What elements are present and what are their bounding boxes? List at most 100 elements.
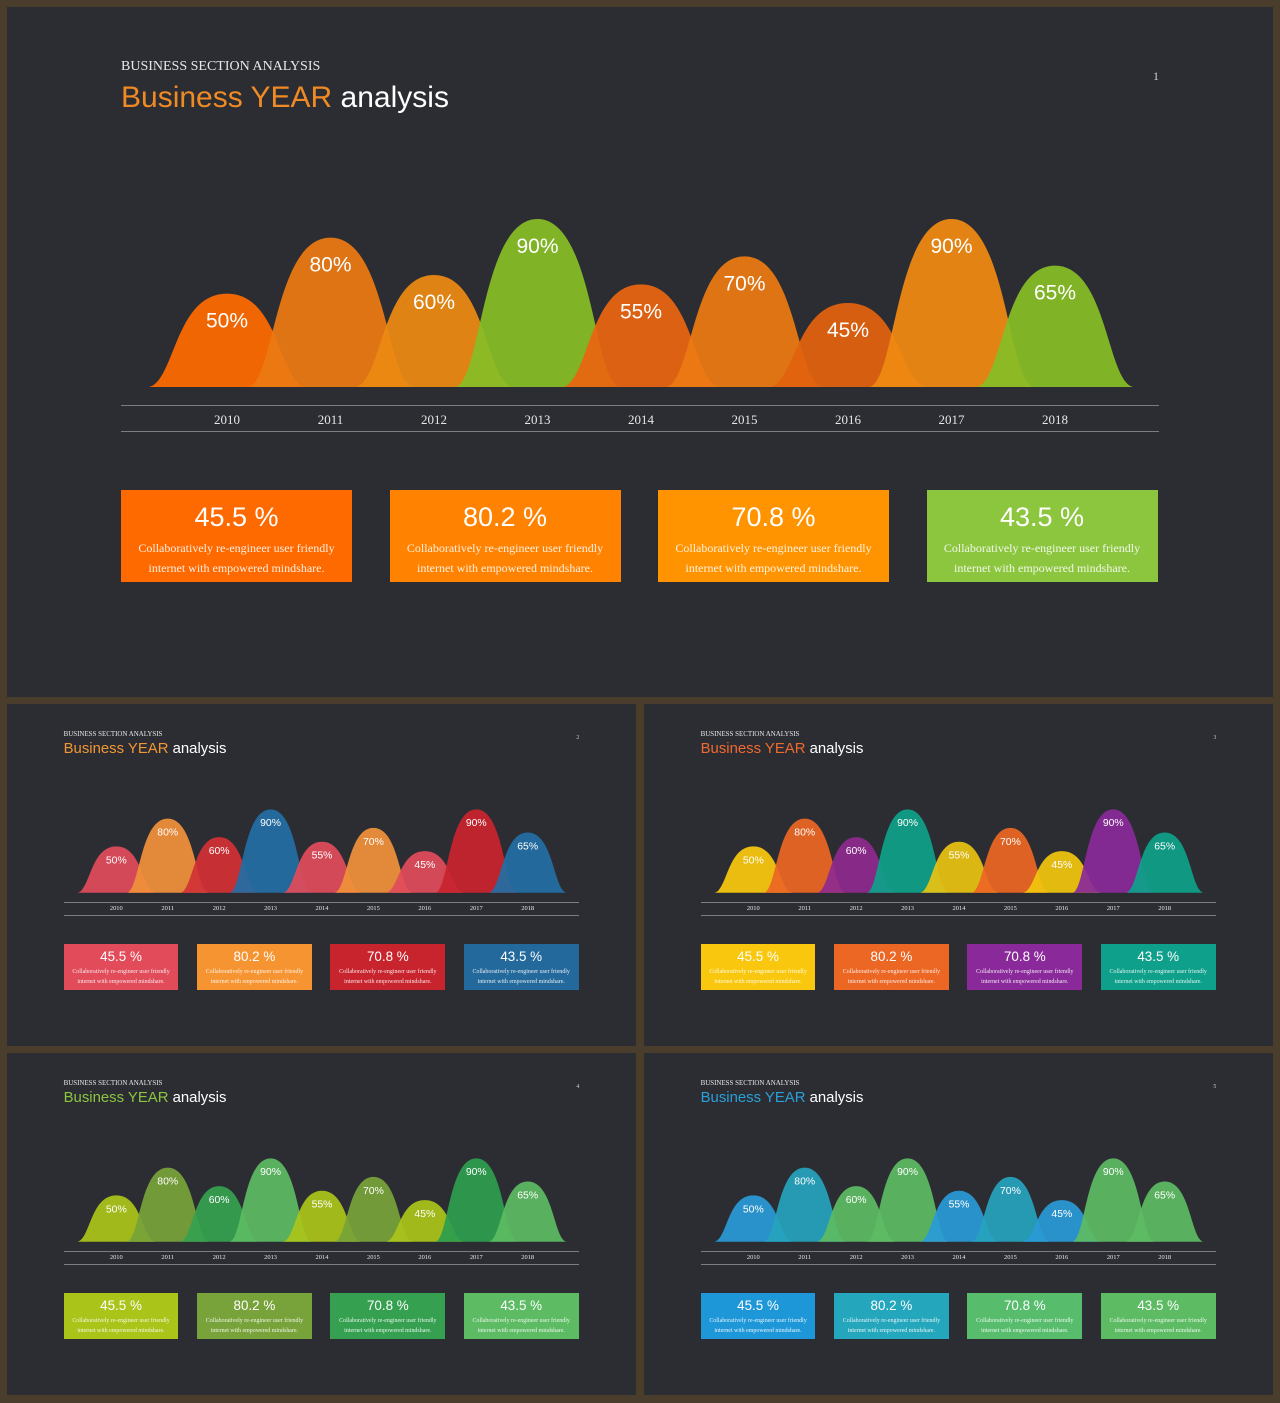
hill-2013 [229, 1158, 312, 1242]
hill-2015 [971, 827, 1050, 893]
x-tick-2017: 2017 [1106, 1254, 1120, 1262]
value-label-2013: 90% [260, 1167, 281, 1178]
stat-value: 45.5 % [737, 1297, 779, 1313]
value-label-2018: 65% [1154, 841, 1175, 852]
value-label-2016: 45% [414, 860, 435, 871]
section-kicker: BUSINESS SECTION ANALYSIS [63, 1078, 163, 1087]
value-label-2010: 50% [743, 1204, 764, 1215]
stat-description: Collaboratively re-engineer user friendl… [709, 1317, 807, 1334]
stat-value: 70.8 % [366, 948, 409, 964]
stat-value: 80.2 % [233, 1297, 276, 1313]
x-tick-2013: 2013 [264, 1254, 277, 1262]
stat-value: 70.8 % [1003, 948, 1046, 964]
axis-top-line [63, 1250, 580, 1252]
value-label-2012: 60% [209, 1195, 230, 1206]
x-tick-2015: 2015 [366, 905, 380, 913]
section-kicker: BUSINESS SECTION ANALYSIS [700, 1078, 800, 1087]
value-label-2016: 45% [414, 1209, 435, 1220]
value-label-2012: 60% [209, 846, 230, 857]
value-label-2011: 80% [309, 254, 351, 277]
stat-card-4: 43.5 % Collaboratively re-engineer user f… [1100, 1292, 1216, 1339]
stat-description: Collaboratively re-engineer user friendl… [339, 968, 437, 985]
x-tick-2010: 2010 [746, 1254, 760, 1262]
x-tick-2018: 2018 [521, 1254, 535, 1262]
value-label-2013: 90% [897, 818, 918, 829]
stat-description: Collaboratively re-engineer user friendl… [842, 1317, 941, 1334]
value-label-2010: 50% [206, 310, 248, 333]
value-label-2017: 90% [1103, 1167, 1124, 1178]
stat-card-4: 43.5 % Collaboratively re-engineer user f… [1100, 943, 1216, 990]
x-tick-2011: 2011 [161, 1254, 175, 1262]
stat-description: Collaboratively re-engineer user friendl… [138, 541, 335, 575]
hill-2017 [1072, 809, 1155, 893]
stat-value: 80.2 % [870, 1297, 913, 1313]
stat-description: Collaboratively re-engineer user friendl… [976, 1317, 1074, 1334]
stat-description: Collaboratively re-engineer user friendl… [1109, 1317, 1207, 1334]
page-title: Business YEAR analysis [64, 1090, 227, 1106]
x-tick-2012: 2012 [421, 412, 447, 427]
stat-description: Collaboratively re-engineer user friendl… [976, 968, 1074, 985]
title-highlight: Business YEAR [63, 740, 169, 757]
stat-description: Collaboratively re-engineer user friendl… [472, 1317, 570, 1334]
title-highlight: Business YEAR [121, 81, 333, 114]
x-tick-2015: 2015 [1003, 1254, 1017, 1262]
value-label-2010: 50% [106, 855, 127, 866]
stat-card-2: 80.2 % Collaboratively re-engineer user f… [834, 943, 949, 990]
hill-2018 [1125, 832, 1204, 893]
x-tick-2012: 2012 [212, 1254, 226, 1262]
slide-1: BUSINESS SECTION ANALYSIS Business YEAR a… [7, 7, 1273, 697]
value-label-2017: 90% [466, 1167, 487, 1178]
stat-card-1: 45.5 % Collaboratively re-engineer user f… [700, 1292, 816, 1339]
value-label-2016: 45% [1051, 860, 1072, 871]
hill-2013 [866, 1158, 949, 1242]
value-label-2016: 45% [827, 319, 869, 342]
value-label-2013: 90% [897, 1167, 918, 1178]
stat-value: 45.5 % [194, 502, 279, 532]
x-tick-2018: 2018 [1158, 905, 1172, 913]
hill-2014 [283, 1190, 361, 1242]
stat-description: Collaboratively re-engineer user friendl… [205, 1317, 304, 1334]
x-tick-2011: 2011 [798, 1254, 812, 1262]
x-tick-2014: 2014 [315, 1254, 329, 1262]
value-label-2013: 90% [260, 818, 281, 829]
axis-bottom-line [121, 431, 1159, 432]
x-tick-2018: 2018 [521, 905, 535, 913]
value-label-2018: 65% [517, 1190, 538, 1201]
value-label-2012: 60% [846, 846, 867, 857]
bell-area-chart: 50% 80% 60% 90% 55% 70% 45% 90% 65% [714, 1158, 1204, 1242]
stat-description: Collaboratively re-engineer user friendl… [943, 541, 1141, 575]
x-tick-2010: 2010 [109, 1254, 123, 1262]
x-tick-2016: 2016 [1055, 905, 1069, 913]
value-label-2018: 65% [1154, 1190, 1175, 1201]
hill-2017 [435, 809, 518, 893]
title-rest: analysis [805, 1089, 864, 1106]
x-tick-2014: 2014 [952, 1254, 966, 1262]
value-label-2018: 65% [517, 841, 538, 852]
page-title: Business YEAR analysis [701, 1090, 864, 1106]
value-label-2017: 90% [1103, 818, 1124, 829]
stat-card-3: 70.8 % Collaboratively re-engineer user f… [967, 943, 1083, 990]
x-tick-2017: 2017 [938, 412, 965, 427]
x-tick-2010: 2010 [214, 412, 240, 427]
stat-value: 43.5 % [1137, 1297, 1180, 1313]
x-tick-2016: 2016 [418, 1254, 432, 1262]
x-tick-2012: 2012 [849, 1254, 863, 1262]
hill-2011 [126, 818, 209, 893]
axis-top-line [121, 405, 1159, 406]
axis-bottom-line [63, 914, 580, 916]
bell-area-chart: 50% 80% 60% 90% 55% 70% 45% 90% 65% [77, 1158, 567, 1242]
stat-description: Collaboratively re-engineer user friendl… [675, 541, 872, 575]
x-tick-2015: 2015 [366, 1254, 380, 1262]
stat-description: Collaboratively re-engineer user friendl… [472, 968, 570, 985]
value-label-2015: 70% [723, 272, 765, 295]
stat-value: 43.5 % [500, 1297, 543, 1313]
stat-card-2: 80.2 % Collaboratively re-engineer user f… [197, 943, 312, 990]
title-rest: analysis [168, 1089, 227, 1106]
slide-2: BUSINESS SECTION ANALYSIS Business YEAR a… [7, 704, 636, 1046]
stat-value: 80.2 % [870, 948, 913, 964]
value-label-2014: 55% [620, 300, 662, 323]
value-label-2010: 50% [106, 1204, 127, 1215]
hill-2018 [1125, 1181, 1204, 1242]
hill-2017 [869, 219, 1034, 387]
page-title: Business YEAR analysis [701, 741, 864, 757]
